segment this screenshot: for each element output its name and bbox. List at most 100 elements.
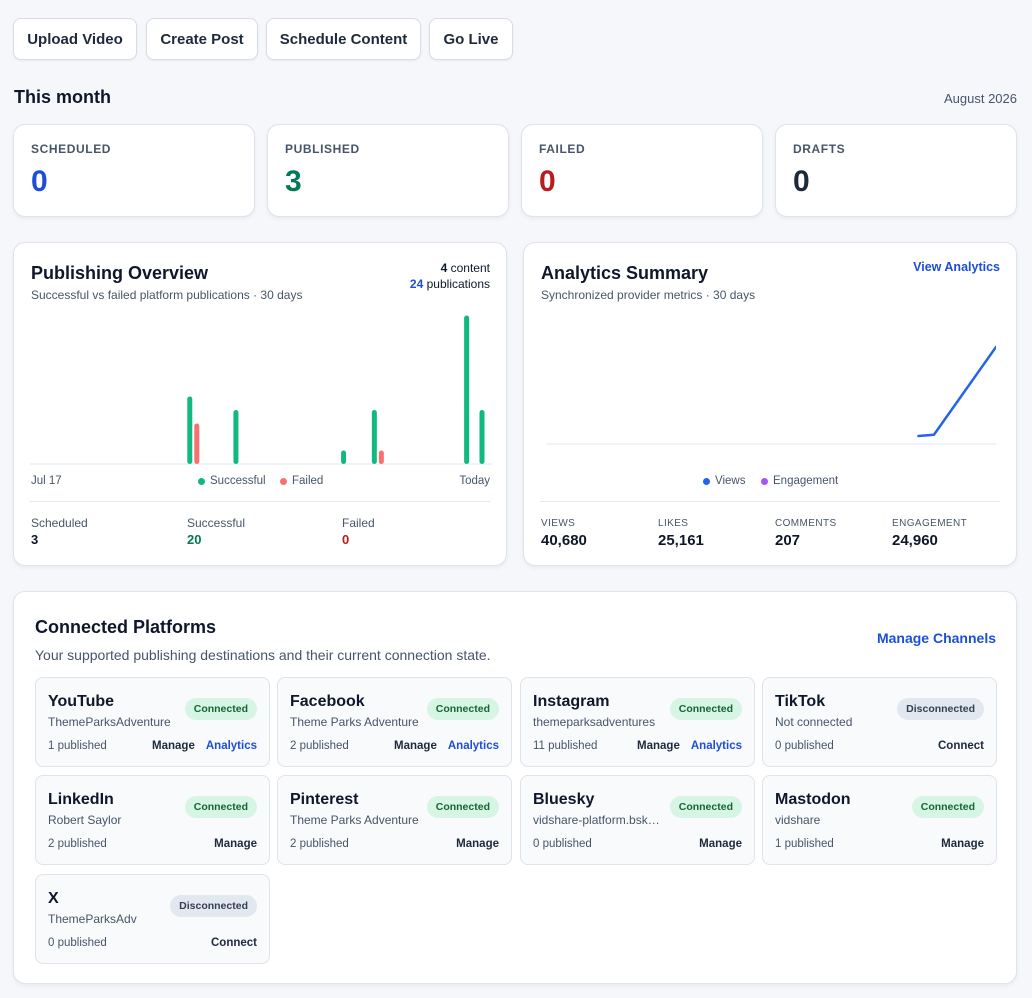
platform-published-count: 0 published [775, 740, 834, 752]
content-count: 4 [440, 261, 448, 275]
platform-published-count: 2 published [290, 740, 349, 752]
stat-label: PUBLISHED [285, 142, 360, 156]
manage-button[interactable]: Manage [941, 838, 984, 850]
status-badge: Disconnected [170, 895, 257, 917]
metric-comments-label: COMMENTS [775, 518, 837, 529]
status-badge: Disconnected [897, 698, 984, 720]
legend-successful-label: Successful [210, 475, 266, 487]
platform-handle: Robert Saylor [48, 813, 122, 827]
month-title: This month [14, 87, 111, 107]
platform-handle: vidshare-platform.bsky.social [533, 813, 663, 827]
publication-count: 24 [409, 277, 424, 291]
platform-card-bluesky: Bluesky vidshare-platform.bsky.social 0 pu… [520, 775, 755, 865]
analytics-title: Analytics Summary [541, 263, 709, 283]
platform-card-mastodon: Mastodon vidshare 1 published Connected Mana… [762, 775, 997, 865]
create-post-button[interactable]: Create Post [146, 18, 258, 60]
publishing-subtitle: Successful vs failed platform publicatio… [31, 288, 303, 302]
manage-button[interactable]: Manage [152, 740, 195, 752]
go-live-button[interactable]: Go Live [429, 18, 513, 60]
bar-successful [341, 450, 347, 464]
platform-name: Pinterest [290, 791, 359, 808]
platform-handle: vidshare [775, 813, 821, 827]
platform-name: YouTube [48, 693, 115, 710]
publishing-bar-chart [30, 315, 492, 465]
metric-likes-value: 25,161 [658, 532, 704, 549]
connect-button[interactable]: Connect [211, 937, 257, 949]
stat-card-failed: FAILED 0 [521, 124, 763, 217]
chart-end-label: Today [459, 475, 490, 487]
stat-label: SCHEDULED [31, 142, 112, 156]
manage-button[interactable]: Manage [637, 740, 680, 752]
legend-dot-engagement [761, 477, 768, 485]
platform-card-linkedin: LinkedIn Robert Saylor 2 published Connecte… [35, 775, 270, 865]
platform-handle: Theme Parks Adventure [290, 715, 419, 729]
platform-actions: Manage [941, 838, 984, 850]
analytics-link[interactable]: Analytics [205, 740, 257, 752]
legend-views-label: Views [715, 475, 746, 487]
stat-card-drafts: DRAFTS 0 [775, 124, 1017, 217]
platform-published-count: 1 published [48, 740, 107, 752]
legend-failed-label: Failed [292, 475, 324, 487]
platform-published-count: 11 published [533, 740, 598, 752]
platforms-title: Connected Platforms [35, 617, 217, 637]
bar-failed [194, 423, 200, 464]
divider [30, 501, 490, 502]
platform-actions: Manage [699, 838, 742, 850]
schedule-content-button[interactable]: Schedule Content [266, 18, 421, 60]
legend-dot-views [703, 477, 710, 485]
platform-published-count: 2 published [48, 838, 107, 850]
platform-actions: Manage Analytics [637, 740, 742, 752]
stat-card-published: PUBLISHED 3 [267, 124, 509, 217]
platform-name: Bluesky [533, 791, 595, 808]
publishing-overview-card: Publishing Overview Successful vs failed… [13, 242, 507, 566]
publication-label: publications [426, 277, 490, 291]
legend-engagement-label: Engagement [773, 475, 839, 487]
platform-card-x: X ThemeParksAdv 0 published Disconnected Con… [35, 874, 270, 964]
metric-comments-value: 207 [775, 532, 801, 549]
analytics-subtitle: Synchronized provider metrics · 30 days [541, 288, 756, 302]
manage-button[interactable]: Manage [394, 740, 437, 752]
upload-video-button[interactable]: Upload Video [13, 18, 137, 60]
manage-channels-link[interactable]: Manage Channels [876, 630, 996, 646]
legend-dot-failed [280, 477, 287, 485]
legend-engagement: Engagement [761, 475, 838, 487]
manage-button[interactable]: Manage [699, 838, 742, 850]
platform-actions: Manage [456, 838, 499, 850]
status-badge: Connected [184, 796, 257, 818]
platform-name: TikTok [775, 693, 826, 710]
month-date: August 2026 [943, 91, 1017, 106]
stat-value: 0 [539, 165, 556, 198]
summary-scheduled-value: 3 [31, 532, 39, 547]
stat-label: FAILED [539, 142, 586, 156]
metric-engagement-label: ENGAGEMENT [892, 518, 968, 529]
stat-value: 3 [285, 165, 302, 198]
chart-start-label: Jul 17 [31, 475, 62, 487]
summary-failed-label: Failed [342, 516, 375, 530]
legend-dot-successful [198, 477, 205, 485]
divider [540, 501, 1000, 502]
connect-button[interactable]: Connect [938, 740, 984, 752]
platform-name: Mastodon [775, 791, 851, 808]
manage-button[interactable]: Manage [214, 838, 257, 850]
platform-handle: themeparksadventures [533, 715, 656, 729]
content-label: content [450, 261, 490, 275]
analytics-link[interactable]: Analytics [447, 740, 499, 752]
platform-handle: Not connected [775, 715, 853, 729]
metric-views-value: 40,680 [541, 532, 587, 549]
view-analytics-link[interactable]: View Analytics [913, 260, 1000, 274]
bar-successful [233, 410, 239, 464]
analytics-link[interactable]: Analytics [690, 740, 742, 752]
stat-value: 0 [793, 165, 810, 198]
platform-card-tiktok: TikTok Not connected 0 published Disconnect… [762, 677, 997, 767]
platform-name: Instagram [533, 693, 610, 710]
bar-successful [371, 410, 377, 464]
summary-failed-value: 0 [342, 532, 350, 547]
metric-engagement-value: 24,960 [892, 532, 938, 549]
stat-card-scheduled: SCHEDULED 0 [13, 124, 255, 217]
status-badge: Connected [669, 796, 742, 818]
platform-handle: Theme Parks Adventure [290, 813, 419, 827]
status-badge: Connected [184, 698, 257, 720]
manage-button[interactable]: Manage [456, 838, 499, 850]
platform-published-count: 0 published [533, 838, 592, 850]
platform-actions: Manage Analytics [394, 740, 499, 752]
